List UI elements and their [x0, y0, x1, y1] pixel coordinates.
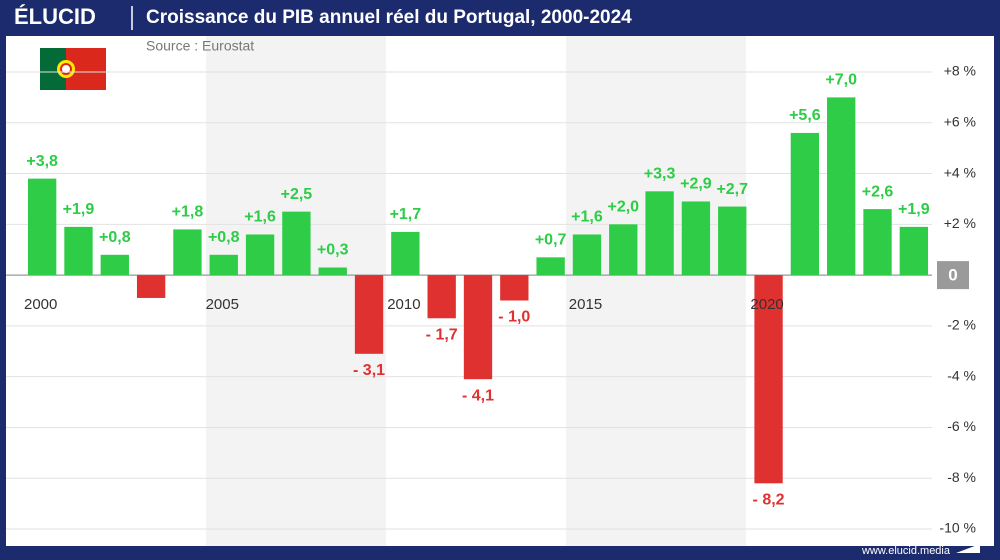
bar: [790, 132, 820, 276]
footer-url: www.elucid.media: [861, 545, 951, 557]
bar: [282, 211, 311, 276]
chart-title: Croissance du PIB annuel réel du Portuga…: [146, 7, 632, 28]
value-label: +0,8: [99, 229, 131, 246]
value-label: - 1,7: [426, 326, 458, 343]
bar: [136, 275, 166, 298]
value-label: +1,9: [898, 201, 930, 218]
value-label: +0,3: [317, 242, 349, 259]
value-label: +1,6: [244, 209, 276, 226]
value-label: +1,7: [390, 206, 422, 223]
y-tick-label: 0: [948, 266, 957, 285]
bar: [718, 206, 747, 276]
bar: [100, 254, 129, 276]
footer-logo: [956, 544, 980, 553]
value-label: +3,8: [26, 153, 58, 170]
bar: [354, 275, 384, 354]
y-tick-label: -4 %: [947, 367, 976, 383]
value-label: +2,0: [607, 199, 639, 216]
y-tick-label: +8 %: [944, 63, 976, 79]
bar: [609, 224, 638, 276]
bar: [27, 178, 57, 276]
bar: [391, 231, 420, 276]
value-label: +7,0: [825, 72, 857, 89]
x-tick-label: 2015: [569, 296, 602, 313]
x-tick-label: 2000: [24, 296, 57, 313]
bar: [500, 275, 529, 301]
value-label: +5,6: [789, 107, 821, 124]
value-label: - 3,1: [353, 362, 385, 379]
bar: [209, 254, 238, 276]
value-label: +2,7: [716, 181, 748, 198]
flag: [40, 48, 106, 90]
bar: [899, 226, 929, 276]
bar: [463, 275, 493, 380]
y-tick-label: -10 %: [939, 520, 976, 536]
chart-subtitle: Source : Eurostat: [146, 38, 254, 54]
value-label: +2,6: [862, 183, 894, 200]
bar: [754, 275, 783, 484]
value-label: +2,9: [680, 176, 712, 193]
x-tick-label: 2020: [750, 296, 783, 313]
value-label: - 1,0: [498, 309, 530, 326]
y-tick-label: +6 %: [944, 113, 976, 129]
value-label: +0,8: [208, 229, 240, 246]
bar: [572, 234, 602, 276]
bar: [173, 229, 202, 276]
bar: [536, 257, 565, 276]
bar: [318, 267, 347, 276]
bar: [681, 201, 711, 276]
bar: [245, 234, 275, 276]
value-label: +1,6: [571, 209, 603, 226]
value-label: +1,9: [63, 201, 95, 218]
bar: [827, 97, 856, 276]
brand: ÉLUCID: [14, 4, 96, 29]
x-tick-label: 2005: [206, 296, 239, 313]
bar: [645, 191, 674, 276]
value-label: +2,5: [281, 186, 313, 203]
value-label: +3,3: [644, 166, 676, 183]
y-tick-label: +2 %: [944, 215, 976, 231]
value-label: - 4,1: [462, 387, 494, 404]
bar: [427, 275, 456, 319]
value-label: +0,7: [535, 232, 567, 249]
value-label: +1,8: [172, 204, 204, 221]
y-tick-label: +4 %: [944, 164, 976, 180]
band: [566, 36, 746, 546]
y-tick-label: -2 %: [947, 317, 976, 333]
y-tick-label: -8 %: [947, 469, 976, 485]
zero-label-box: [937, 261, 969, 290]
value-label: - 8,2: [753, 492, 785, 509]
bar: [64, 226, 93, 276]
bar: [863, 209, 892, 276]
x-tick-label: 2010: [387, 296, 420, 313]
y-tick-label: -6 %: [947, 418, 976, 434]
